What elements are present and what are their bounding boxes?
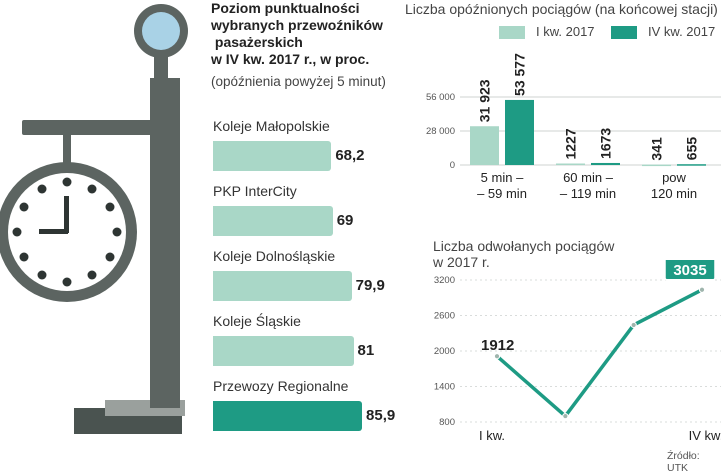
cancel-y-tick: 3200 xyxy=(434,275,455,286)
punctuality-bar xyxy=(213,141,332,171)
punctuality-category-label: Przewozy Regionalne xyxy=(213,378,349,394)
cancel-point xyxy=(630,321,637,329)
legend-label-q4: IV kw. 2017 xyxy=(648,24,716,39)
cancellations-title: Liczba odwołanych pociągów w 2017 r. xyxy=(433,238,615,270)
punctuality-bar xyxy=(213,336,354,366)
delays-y-tick: 28 000 xyxy=(426,126,455,137)
punctuality-subtitle: (opóźnienia powyżej 5 minut) xyxy=(211,74,386,89)
delays-y-tick: 56 000 xyxy=(426,92,455,103)
delays-value-label: 31 923 xyxy=(477,79,493,122)
cancellations-chart: 3200 2600 2000 1400 800 1912 3035 I kw. IV kw. xyxy=(434,260,721,443)
scale-clock-illustration xyxy=(0,4,188,434)
punctuality-bar xyxy=(213,401,363,431)
punctuality-value-label: 69 xyxy=(336,212,354,229)
punctuality-value-label: 85,9 xyxy=(366,407,396,424)
delays-category-label: – 59 min xyxy=(477,186,527,201)
punctuality-value-label: 68,2 xyxy=(335,147,365,164)
delays-chart: 56 000 28 000 0 31 923 53 577 5 min –– 59 min… xyxy=(426,53,721,201)
delays-category-label: 60 min – xyxy=(563,170,614,185)
delays-value-label: 1673 xyxy=(598,128,614,159)
cancel-x-tick: I kw. xyxy=(479,428,505,443)
cancel-y-tick: 800 xyxy=(439,417,455,428)
cancel-point-label: 1912 xyxy=(481,337,514,354)
delays-value-label: 655 xyxy=(684,137,700,161)
legend-swatch-q4 xyxy=(611,26,637,39)
delays-bar xyxy=(677,164,706,166)
cancel-x-tick: IV kw. xyxy=(689,428,721,443)
delays-bar xyxy=(591,162,620,165)
delays-value-label: 53 577 xyxy=(512,53,528,96)
source-note: Źródło: UTK xyxy=(667,450,700,474)
delays-value-label: 341 xyxy=(649,137,665,161)
delays-bar xyxy=(642,164,671,167)
delays-title: Liczba opóźnionych pociągów (na końcowej… xyxy=(405,1,718,17)
delays-value-label: 1227 xyxy=(563,128,579,159)
punctuality-category-label: Koleje Małopolskie xyxy=(213,118,330,134)
punctuality-title: Poziom punktualności wybranych przewoźni… xyxy=(211,0,383,67)
cancel-point xyxy=(698,286,706,293)
cancel-point xyxy=(493,353,501,360)
delays-category-label: 5 min – xyxy=(481,170,524,185)
cancel-y-tick: 2000 xyxy=(434,346,455,357)
punctuality-category-label: Koleje Dolnośląskie xyxy=(213,248,336,264)
delays-bar xyxy=(556,163,585,166)
delays-y-tick: 0 xyxy=(450,160,455,171)
cancel-series-line xyxy=(495,288,703,418)
cancel-y-tick: 2600 xyxy=(434,311,455,322)
cancel-point xyxy=(562,412,569,420)
punctuality-bar xyxy=(213,271,352,301)
punctuality-category-label: PKP InterCity xyxy=(213,183,297,199)
delays-category-label: 120 min xyxy=(651,186,697,201)
punctuality-category-label: Koleje Śląskie xyxy=(213,313,301,329)
cancel-y-tick: 1400 xyxy=(434,382,455,393)
cancel-last-value-box xyxy=(664,260,716,281)
punctuality-value-label: 79,9 xyxy=(355,277,385,294)
cancel-point-label: 3035 xyxy=(673,262,706,279)
delays-bar xyxy=(505,99,534,165)
punctuality-bar xyxy=(213,206,333,236)
punctuality-value-label: 81 xyxy=(357,342,375,359)
delays-category-label: pow xyxy=(662,170,686,185)
legend-swatch-q1 xyxy=(499,26,525,39)
delays-bar xyxy=(470,126,499,165)
legend-label-q1: I kw. 2017 xyxy=(536,24,595,39)
delays-category-label: – 119 min xyxy=(560,186,616,201)
